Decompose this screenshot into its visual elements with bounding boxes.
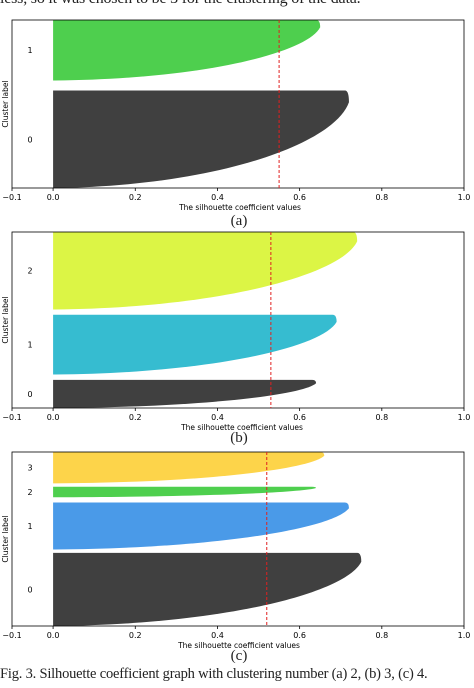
x-tick-label: 0.6 — [293, 193, 306, 202]
cluster-label-1: 1 — [27, 522, 32, 531]
x-tick-label: 0.0 — [47, 413, 60, 422]
x-tick-label: 0.2 — [129, 413, 142, 422]
cluster-0-silhouette — [53, 90, 349, 188]
x-tick-label: 0.4 — [211, 631, 224, 640]
x-tick-label: 0.8 — [375, 413, 388, 422]
x-tick-label: 0.0 — [47, 631, 60, 640]
cluster-2-silhouette — [53, 232, 358, 310]
cluster-label-2: 2 — [27, 488, 32, 497]
y-axis-label: Cluster label — [1, 296, 10, 343]
y-axis-label: Cluster label — [1, 80, 10, 127]
x-tick-label: 0.6 — [293, 631, 306, 640]
plot-frame — [11, 231, 465, 409]
cluster-label-1: 1 — [27, 46, 32, 55]
body-text-line: less, so it was chosen to be 3 for the c… — [0, 0, 474, 8]
x-tick-label: 0.8 — [375, 193, 388, 202]
silhouette-chart-c: 0 1 2 3 −0.1 0.0 0.2 0.4 0.6 0.8 1.0 The silhouette… — [1, 451, 471, 648]
plot-frame — [11, 19, 465, 189]
x-tick-label: 1.0 — [458, 631, 471, 640]
x-tick-label: −0.1 — [2, 631, 21, 640]
x-tick-label: 0.2 — [129, 631, 142, 640]
x-tick-label: 0.2 — [129, 193, 142, 202]
x-tick-label: −0.1 — [2, 193, 21, 202]
x-tick-label: 0.0 — [47, 193, 60, 202]
cluster-1-silhouette — [53, 502, 349, 550]
cluster-label-3: 3 — [27, 464, 32, 473]
cluster-label-0: 0 — [27, 390, 32, 399]
cluster-3-silhouette — [53, 452, 325, 484]
cluster-2-silhouette — [53, 486, 317, 498]
cluster-label-1: 1 — [27, 341, 32, 350]
figure-caption: Fig. 3. Silhouette coefficient graph wit… — [0, 666, 428, 682]
cluster-1-silhouette — [53, 20, 321, 81]
x-tick-label: 1.0 — [458, 193, 471, 202]
x-tick-label: 0.6 — [293, 413, 306, 422]
cluster-0-silhouette — [53, 552, 362, 626]
subfigure-label-b: (b) — [230, 430, 248, 446]
silhouette-panel-c: 0 1 2 3 −0.1 0.0 0.2 0.4 0.6 0.8 1.0 The silhouette… — [0, 448, 474, 648]
silhouette-chart-b: 0 1 2 −0.1 0.0 0.2 0.4 0.6 0.8 1.0 The silhouette … — [1, 231, 471, 432]
x-tick-label: 0.4 — [211, 193, 224, 202]
silhouette-panel-b: 0 1 2 −0.1 0.0 0.2 0.4 0.6 0.8 1.0 The silhouette … — [0, 228, 474, 432]
cluster-label-2: 2 — [27, 267, 32, 276]
silhouette-chart-a: 0 1 −0.1 0.0 0.2 0.4 0.6 0.8 1.0 The silhouette c… — [1, 19, 471, 210]
x-tick-label: 0.4 — [211, 413, 224, 422]
plot-frame — [11, 451, 465, 627]
cluster-label-0: 0 — [27, 585, 32, 594]
subfigure-label-a: (a) — [230, 213, 248, 229]
cluster-0-silhouette — [53, 379, 317, 408]
x-tick-label: 0.8 — [375, 631, 388, 640]
cluster-label-0: 0 — [27, 135, 32, 144]
x-axis-label: The silhouette coefficient values — [180, 423, 303, 432]
y-axis-label: Cluster label — [1, 515, 10, 562]
x-axis-label: The silhouette coefficient values — [177, 641, 300, 648]
cluster-1-silhouette — [53, 314, 337, 375]
subfigure-label-c: (c) — [230, 648, 248, 664]
silhouette-panel-a: 0 1 −0.1 0.0 0.2 0.4 0.6 0.8 1.0 The silhouette c… — [0, 10, 474, 210]
x-tick-label: 1.0 — [458, 413, 471, 422]
x-tick-label: −0.1 — [2, 413, 21, 422]
x-axis-label: The silhouette coefficient values — [178, 203, 301, 210]
